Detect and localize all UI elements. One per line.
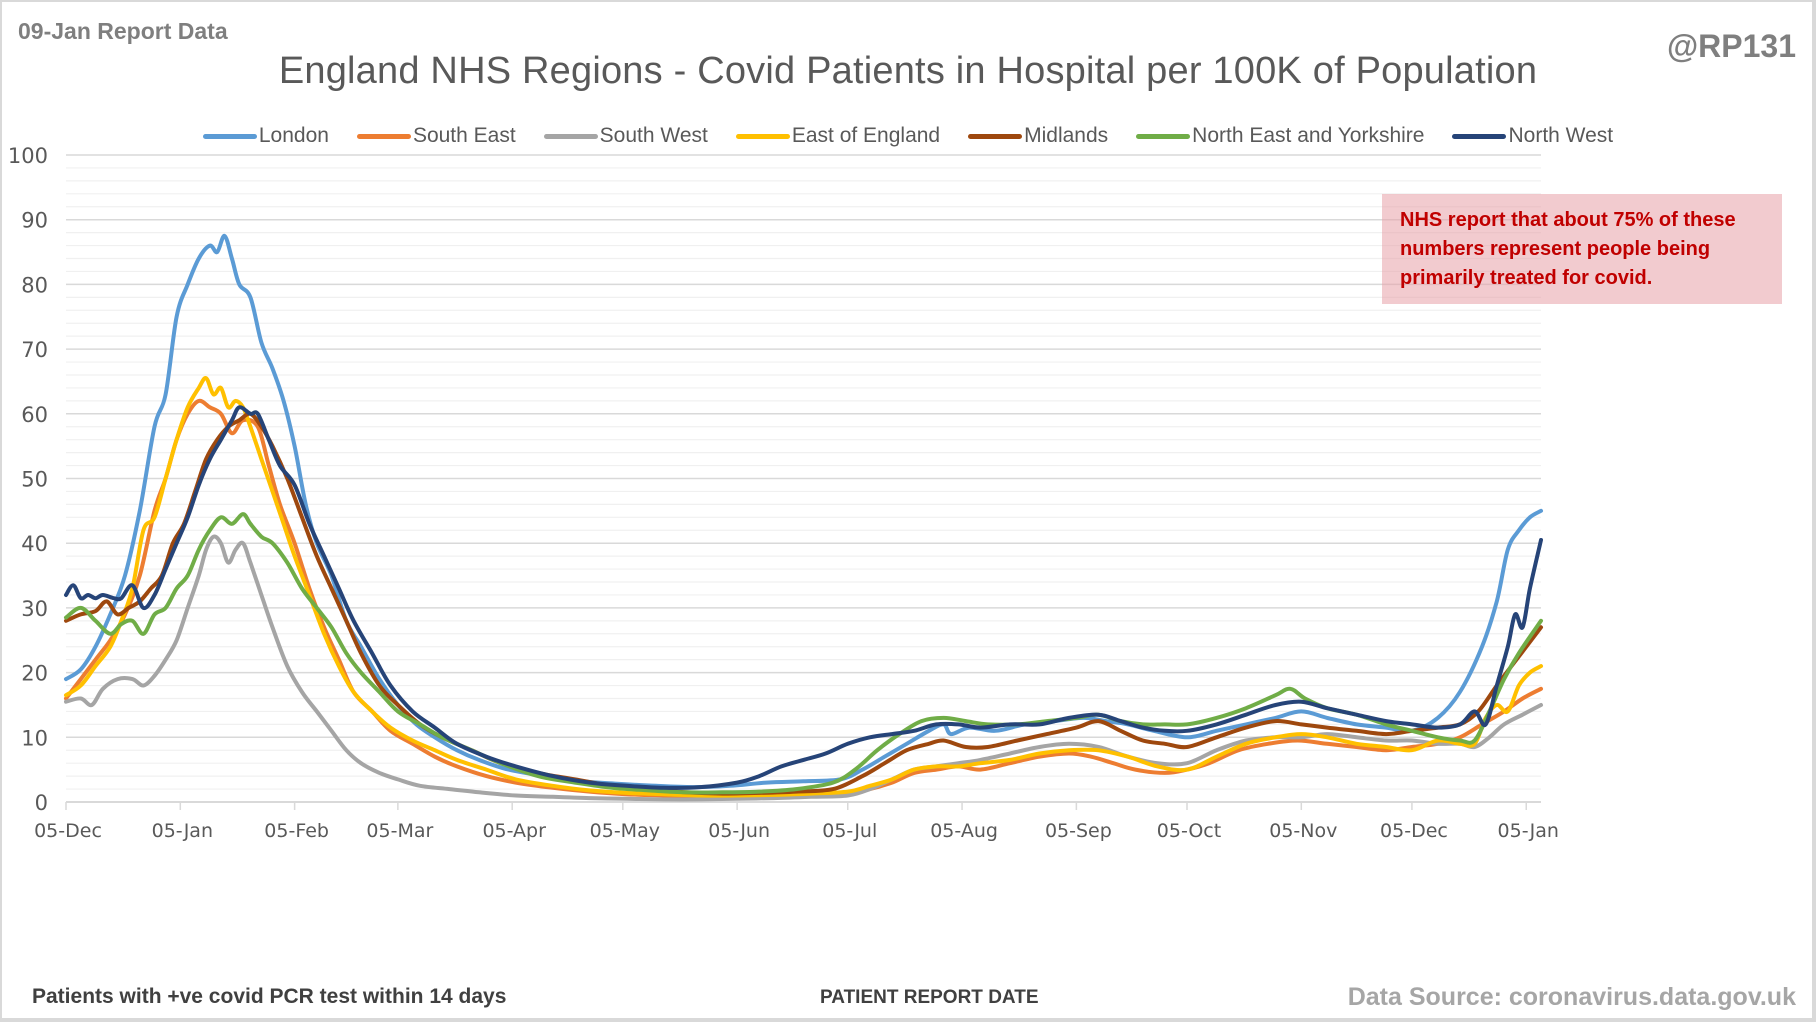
legend-swatch bbox=[356, 133, 411, 139]
x-tick-label: 05-Sep bbox=[1045, 820, 1112, 842]
x-axis: 05-Dec 05-Jan 05-Feb 05-Mar 05-Apr 05-May 05-J… bbox=[34, 801, 1559, 842]
x-tick-label: 05-Jun bbox=[708, 820, 770, 842]
legend-item-south-east[interactable]: South East bbox=[356, 124, 516, 148]
legend-swatch bbox=[735, 133, 790, 139]
x-tick-label: 05-Jan bbox=[152, 820, 213, 842]
y-tick-label: 40 bbox=[21, 532, 48, 556]
legend-label: North East and Yorkshire bbox=[1192, 124, 1425, 147]
x-tick-label: 05-Oct bbox=[1157, 820, 1221, 842]
y-tick-label: 80 bbox=[21, 273, 48, 297]
y-tick-label: 100 bbox=[8, 144, 48, 168]
x-tick-label: 05-May bbox=[590, 820, 660, 842]
legend-label: Midlands bbox=[1024, 124, 1109, 147]
legend-label: London bbox=[258, 124, 329, 147]
series-lines bbox=[64, 233, 1543, 802]
y-tick-label: 0 bbox=[35, 791, 48, 815]
legend-swatch bbox=[202, 133, 257, 139]
x-tick-label: 05-Aug bbox=[930, 820, 998, 842]
y-tick-label: 60 bbox=[21, 403, 48, 427]
footnote-definition: Patients with +ve covid PCR test within … bbox=[32, 985, 507, 1008]
author-handle: @RP131 bbox=[1666, 28, 1796, 64]
legend: London South East South West East of Eng… bbox=[0, 124, 1816, 148]
x-tick-label: 05-Jul bbox=[822, 820, 877, 842]
x-tick-label: 05-Apr bbox=[482, 820, 546, 842]
legend-item-north-east-yorkshire[interactable]: North East and Yorkshire bbox=[1136, 124, 1424, 148]
y-tick-label: 10 bbox=[21, 726, 48, 750]
series-line-north-west bbox=[64, 405, 1543, 790]
y-tick-label: 70 bbox=[21, 338, 48, 362]
x-tick-label: 05-Dec bbox=[1380, 820, 1448, 842]
series-line-east-of-england bbox=[64, 376, 1543, 798]
legend-item-north-west[interactable]: North West bbox=[1452, 124, 1613, 148]
x-tick-label: 05-Nov bbox=[1269, 820, 1337, 842]
gridlines bbox=[66, 154, 1541, 803]
y-tick-label: 50 bbox=[21, 468, 48, 492]
data-source: Data Source: coronavirus.data.gov.uk bbox=[1347, 983, 1796, 1011]
x-tick-label: 05-Dec bbox=[34, 820, 102, 842]
series-line-north-east-and-yorkshire bbox=[64, 512, 1543, 795]
y-tick-label: 30 bbox=[21, 597, 48, 621]
legend-label: South East bbox=[412, 124, 516, 147]
legend-swatch bbox=[1452, 133, 1507, 139]
y-tick-label: 90 bbox=[21, 209, 48, 233]
legend-item-east-of-england[interactable]: East of England bbox=[735, 124, 941, 148]
report-date-label: 09-Jan Report Data bbox=[18, 18, 228, 44]
legend-label: North West bbox=[1508, 124, 1614, 147]
legend-swatch bbox=[1136, 133, 1191, 139]
x-tick-label: 05-Mar bbox=[366, 820, 433, 842]
legend-item-south-west[interactable]: South West bbox=[543, 124, 708, 148]
legend-label: East of England bbox=[791, 124, 941, 147]
x-axis-title: PATIENT REPORT DATE bbox=[820, 987, 1039, 1008]
legend-label: South West bbox=[599, 124, 708, 147]
y-tick-label: 20 bbox=[21, 662, 48, 686]
x-tick-label: 05-Jan bbox=[1498, 820, 1559, 842]
legend-swatch bbox=[543, 133, 598, 139]
annotation-note: NHS report that about 75% of these numbe… bbox=[1382, 194, 1782, 304]
legend-swatch bbox=[968, 133, 1023, 139]
series-line-south-west bbox=[64, 534, 1543, 802]
legend-item-midlands[interactable]: Midlands bbox=[968, 124, 1108, 148]
chart-title: England NHS Regions - Covid Patients in … bbox=[278, 50, 1538, 92]
x-tick-label: 05-Feb bbox=[264, 820, 329, 842]
y-axis: 0 10 20 30 40 50 60 70 80 90 100 bbox=[8, 144, 48, 815]
legend-item-london[interactable]: London bbox=[202, 124, 329, 148]
